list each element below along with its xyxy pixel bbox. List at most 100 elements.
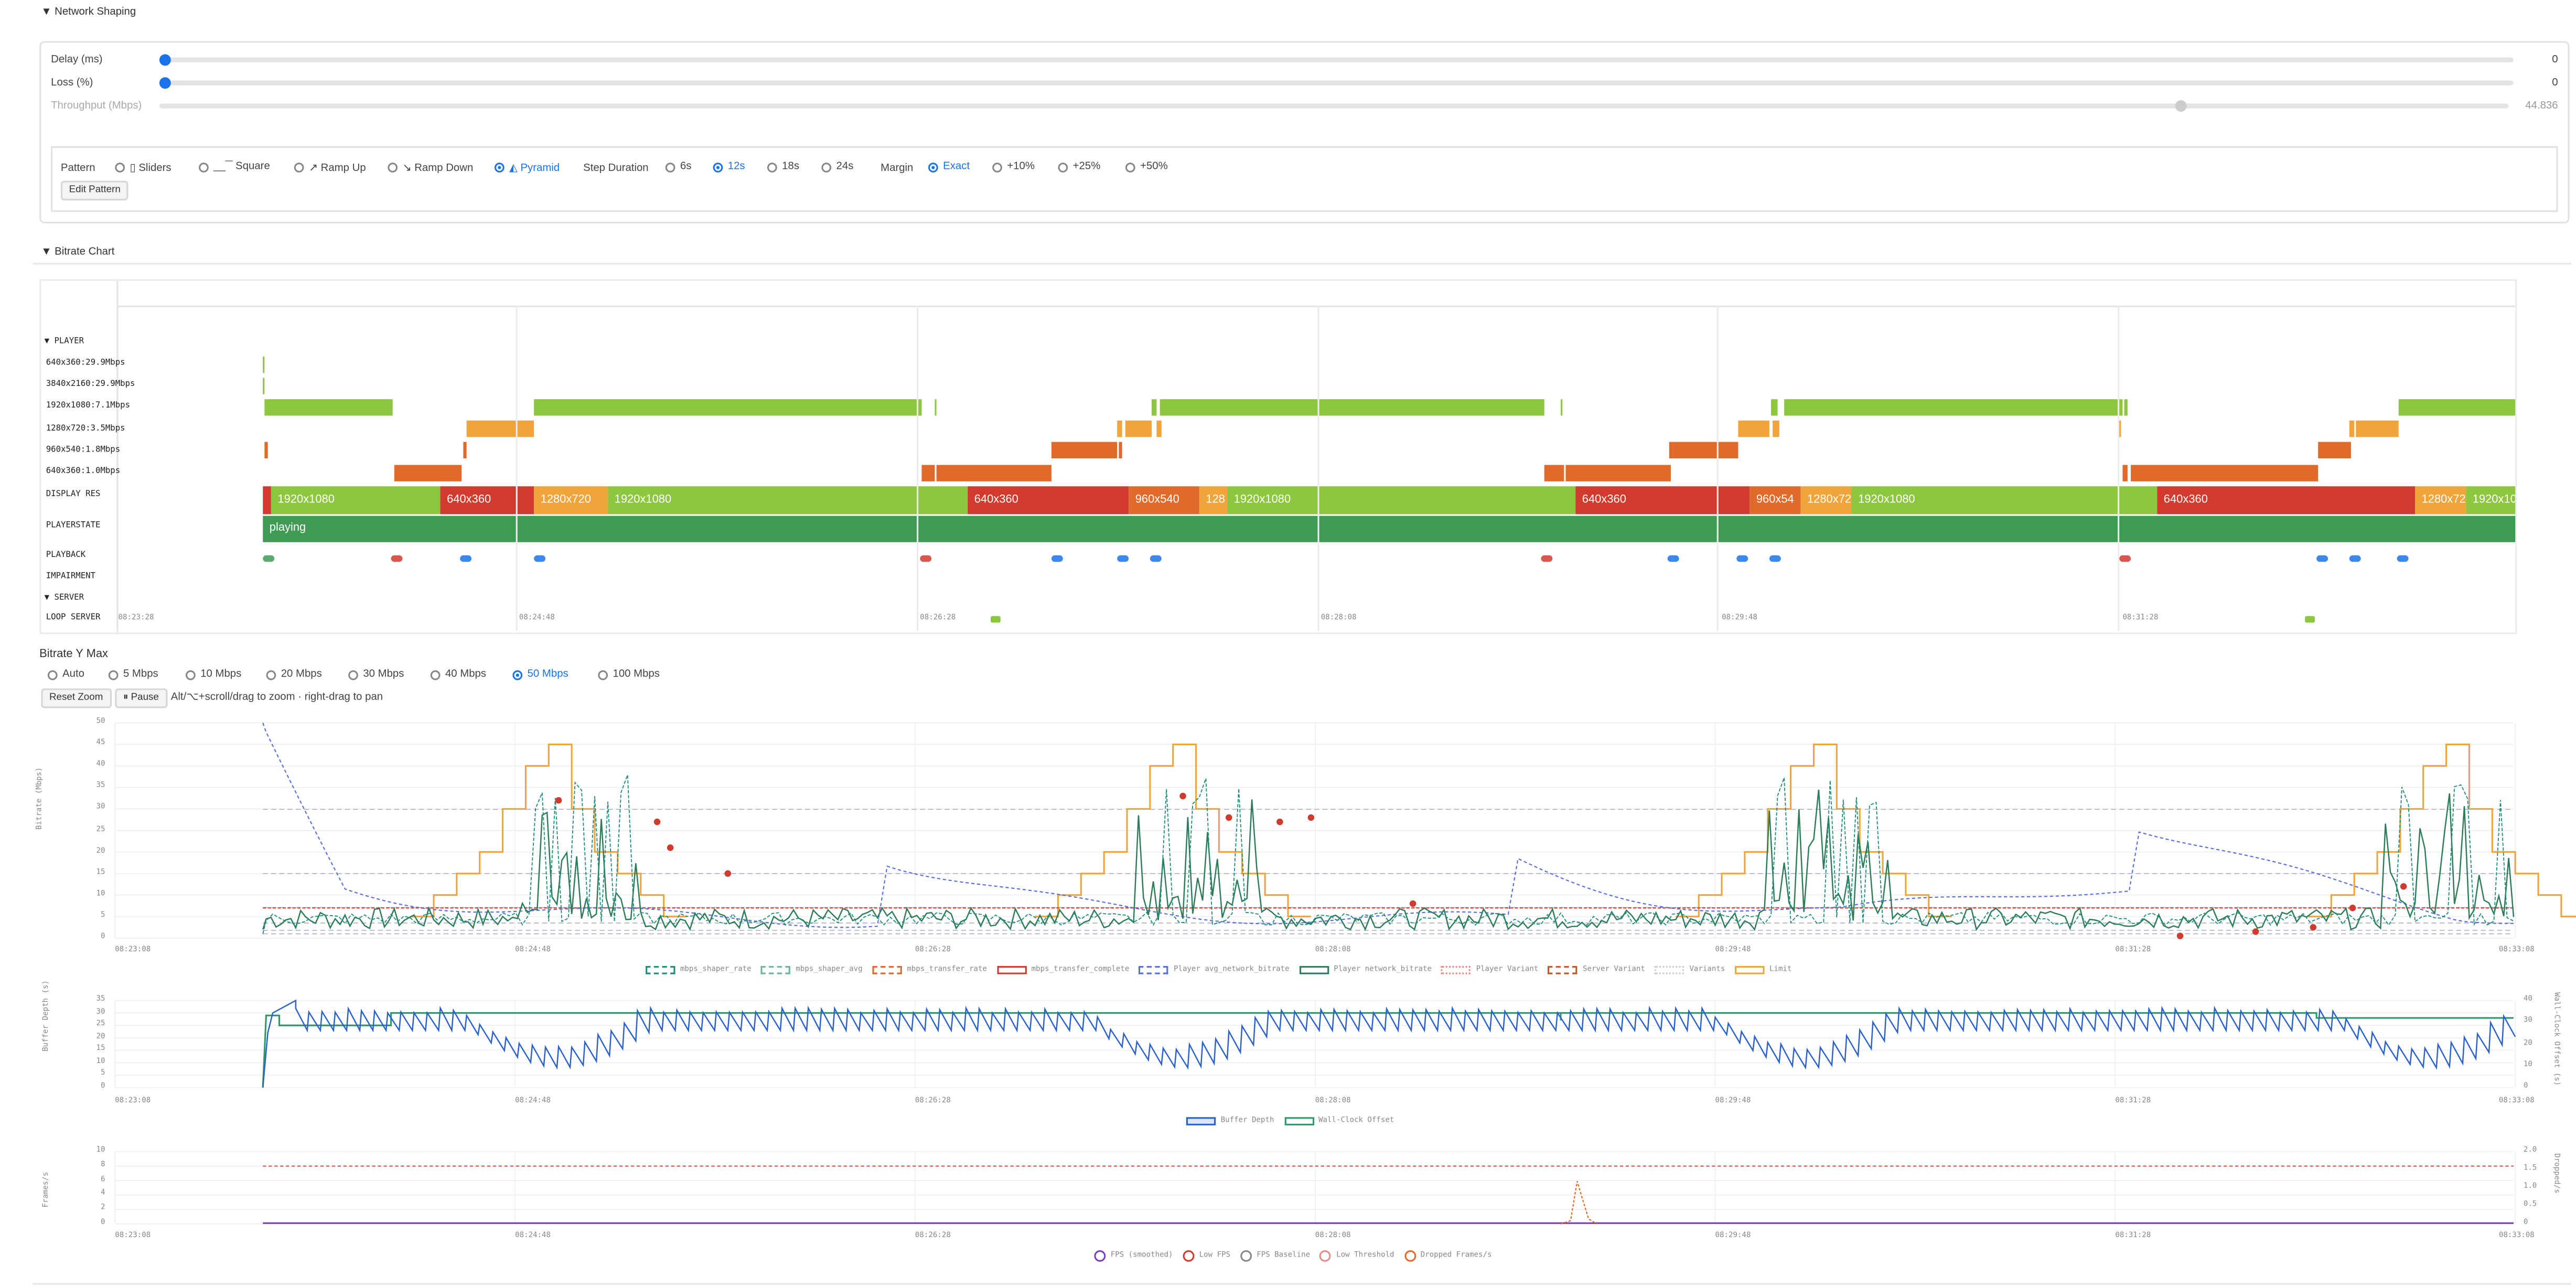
legend-swatch [1655, 966, 1685, 974]
legend-label: Wall-Clock Offset [1318, 1117, 1394, 1125]
playback-label: PLAYBACK [46, 550, 86, 561]
legend-item[interactable]: Player avg_network_bitrate [1139, 966, 1290, 974]
player-group-label[interactable]: ▼ PLAYER [44, 337, 84, 347]
legend-label: Player network_bitrate [1334, 966, 1432, 974]
ymax-50-radio[interactable]: 50 Mbps [512, 669, 568, 680]
y-tick-label: 2 [100, 1204, 105, 1213]
legend-item[interactable]: Wall-Clock Offset [1284, 1117, 1394, 1125]
legend-item[interactable]: mbps_transfer_complete [996, 966, 1129, 974]
ymax-30-radio[interactable]: 30 Mbps [348, 669, 404, 680]
legend-item[interactable]: Dropped Frames/s [1404, 1250, 1492, 1262]
step-18s-radio[interactable]: 18s [767, 161, 799, 173]
legend-item[interactable]: FPS Baseline [1240, 1250, 1310, 1262]
step-6s-radio[interactable]: 6s [665, 161, 691, 173]
buffer-ylabel: Buffer Depth (s) [42, 980, 51, 1051]
variant-bar [1784, 399, 2123, 416]
variant-bar [1773, 420, 1779, 437]
network-shaping-header[interactable]: ▼ Network Shaping [41, 6, 136, 18]
playback-marker [391, 555, 403, 562]
ymax-100-radio[interactable]: 100 Mbps [598, 669, 660, 680]
pattern-sliders-radio[interactable]: ▯ Sliders [115, 161, 171, 174]
edit-pattern-button[interactable]: Edit Pattern [60, 180, 129, 201]
bitrate-chart-header[interactable]: ▼ Bitrate Chart [41, 246, 115, 258]
legend-item[interactable]: Variants [1655, 966, 1725, 974]
y-tick-label: 25 [96, 1020, 105, 1029]
pattern-square-radio[interactable]: __‾‾ Square [199, 161, 270, 173]
buffer-plot[interactable] [114, 999, 2516, 1088]
pause-button[interactable]: ⏸ Pause [115, 688, 167, 709]
ymax-5-radio[interactable]: 5 Mbps [108, 669, 158, 680]
legend-swatch [1186, 1117, 1216, 1125]
legend-item[interactable]: Buffer Depth [1186, 1117, 1274, 1125]
legend-swatch [1183, 1250, 1195, 1262]
legend-item[interactable]: mbps_shaper_rate [646, 966, 752, 974]
loss-slider[interactable] [164, 80, 2514, 85]
legend-item[interactable]: Player Variant [1441, 966, 1538, 974]
y-tick-label: 10 [96, 890, 105, 898]
legend-item[interactable]: Player network_bitrate [1299, 966, 1432, 974]
radio-dot [430, 669, 441, 680]
radio-dot [1058, 162, 1068, 172]
throughput-slider[interactable] [159, 103, 2509, 109]
display-res-segment: 128 [1199, 486, 1228, 514]
variant-row-label: 3840x2160:29.9Mbps [46, 379, 135, 390]
x-tick-label: 08:26:28 [915, 1232, 951, 1241]
margin-label: Margin [881, 163, 914, 175]
radio-dot [115, 163, 125, 173]
throughput-slider-thumb[interactable] [2175, 100, 2186, 112]
legend-item[interactable]: Low Threshold [1319, 1250, 1394, 1262]
throughput-label: Throughput (Mbps) [51, 100, 142, 112]
ymax-10-radio[interactable]: 10 Mbps [185, 669, 241, 680]
reset-zoom-button[interactable]: Reset Zoom [41, 688, 112, 709]
margin-25-radio[interactable]: +25% [1058, 161, 1100, 173]
radio-dot [266, 669, 276, 680]
playerstate-bar: playing [263, 516, 2516, 542]
fps-legend: FPS (smoothed) Low FPS FPS Baseline Low Thr… [1094, 1250, 1492, 1262]
y-tick-label: 10 [96, 1057, 105, 1066]
display-res-segment: 640x360 [2157, 486, 2416, 514]
step-24s-radio[interactable]: 24s [821, 161, 853, 173]
legend-item[interactable]: mbps_shaper_avg [761, 966, 863, 974]
legend-item[interactable]: Server Variant [1548, 966, 1645, 974]
pattern-pyramid-radio[interactable]: ◭ Pyramid [494, 161, 560, 174]
y-tick-label: 5 [100, 911, 105, 920]
step-24s-label: 24s [836, 161, 854, 173]
radio-dot [713, 162, 723, 172]
margin-50-radio[interactable]: +50% [1125, 161, 1168, 173]
server-group-label[interactable]: ▼ SERVER [44, 593, 84, 603]
timeline-tick: 08:29:48 [1722, 614, 1758, 623]
step-12s-radio[interactable]: 12s [713, 161, 745, 173]
variant-bar [1152, 399, 1157, 416]
legend-item[interactable]: FPS (smoothed) [1094, 1250, 1173, 1262]
delay-slider[interactable] [164, 57, 2514, 63]
legend-label: Variants [1689, 966, 1725, 974]
pattern-ramp-down-radio[interactable]: ↘ Ramp Down [388, 161, 473, 174]
pattern-ramp-up-radio[interactable]: ↗ Ramp Up [294, 161, 366, 174]
loss-slider-thumb[interactable] [159, 77, 171, 89]
ymax-40-radio[interactable]: 40 Mbps [430, 669, 486, 680]
variant-bar [1117, 420, 1122, 437]
timeline-tick: 08:23:28 [118, 614, 154, 623]
margin-exact-radio[interactable]: Exact [928, 161, 970, 173]
shaper-rate-line [262, 775, 2514, 934]
transfer-complete-dot [724, 870, 732, 877]
legend-item[interactable]: Limit [1735, 966, 1791, 974]
ymax-auto-radio[interactable]: Auto [47, 669, 84, 680]
x-tick-label: 08:23:08 [115, 946, 151, 955]
legend-item[interactable]: Low FPS [1183, 1250, 1230, 1262]
fps-plot[interactable] [114, 1151, 2516, 1225]
playback-marker [460, 555, 472, 562]
y-tick-label: 4 [100, 1190, 105, 1198]
ymax-20-radio[interactable]: 20 Mbps [266, 669, 322, 680]
bitrate-plot[interactable] [114, 722, 2576, 939]
playback-marker [2349, 555, 2361, 562]
playback-marker [534, 555, 546, 562]
delay-label: Delay (ms) [51, 54, 103, 66]
timeline-label-divider [116, 281, 119, 633]
y-tick-label: 40 [2523, 995, 2532, 1004]
legend-item[interactable]: mbps_transfer_rate [872, 966, 987, 974]
margin-10-radio[interactable]: +10% [992, 161, 1035, 173]
delay-slider-thumb[interactable] [159, 54, 171, 66]
delay-value: 0 [2552, 54, 2558, 66]
loss-value: 0 [2552, 77, 2558, 89]
